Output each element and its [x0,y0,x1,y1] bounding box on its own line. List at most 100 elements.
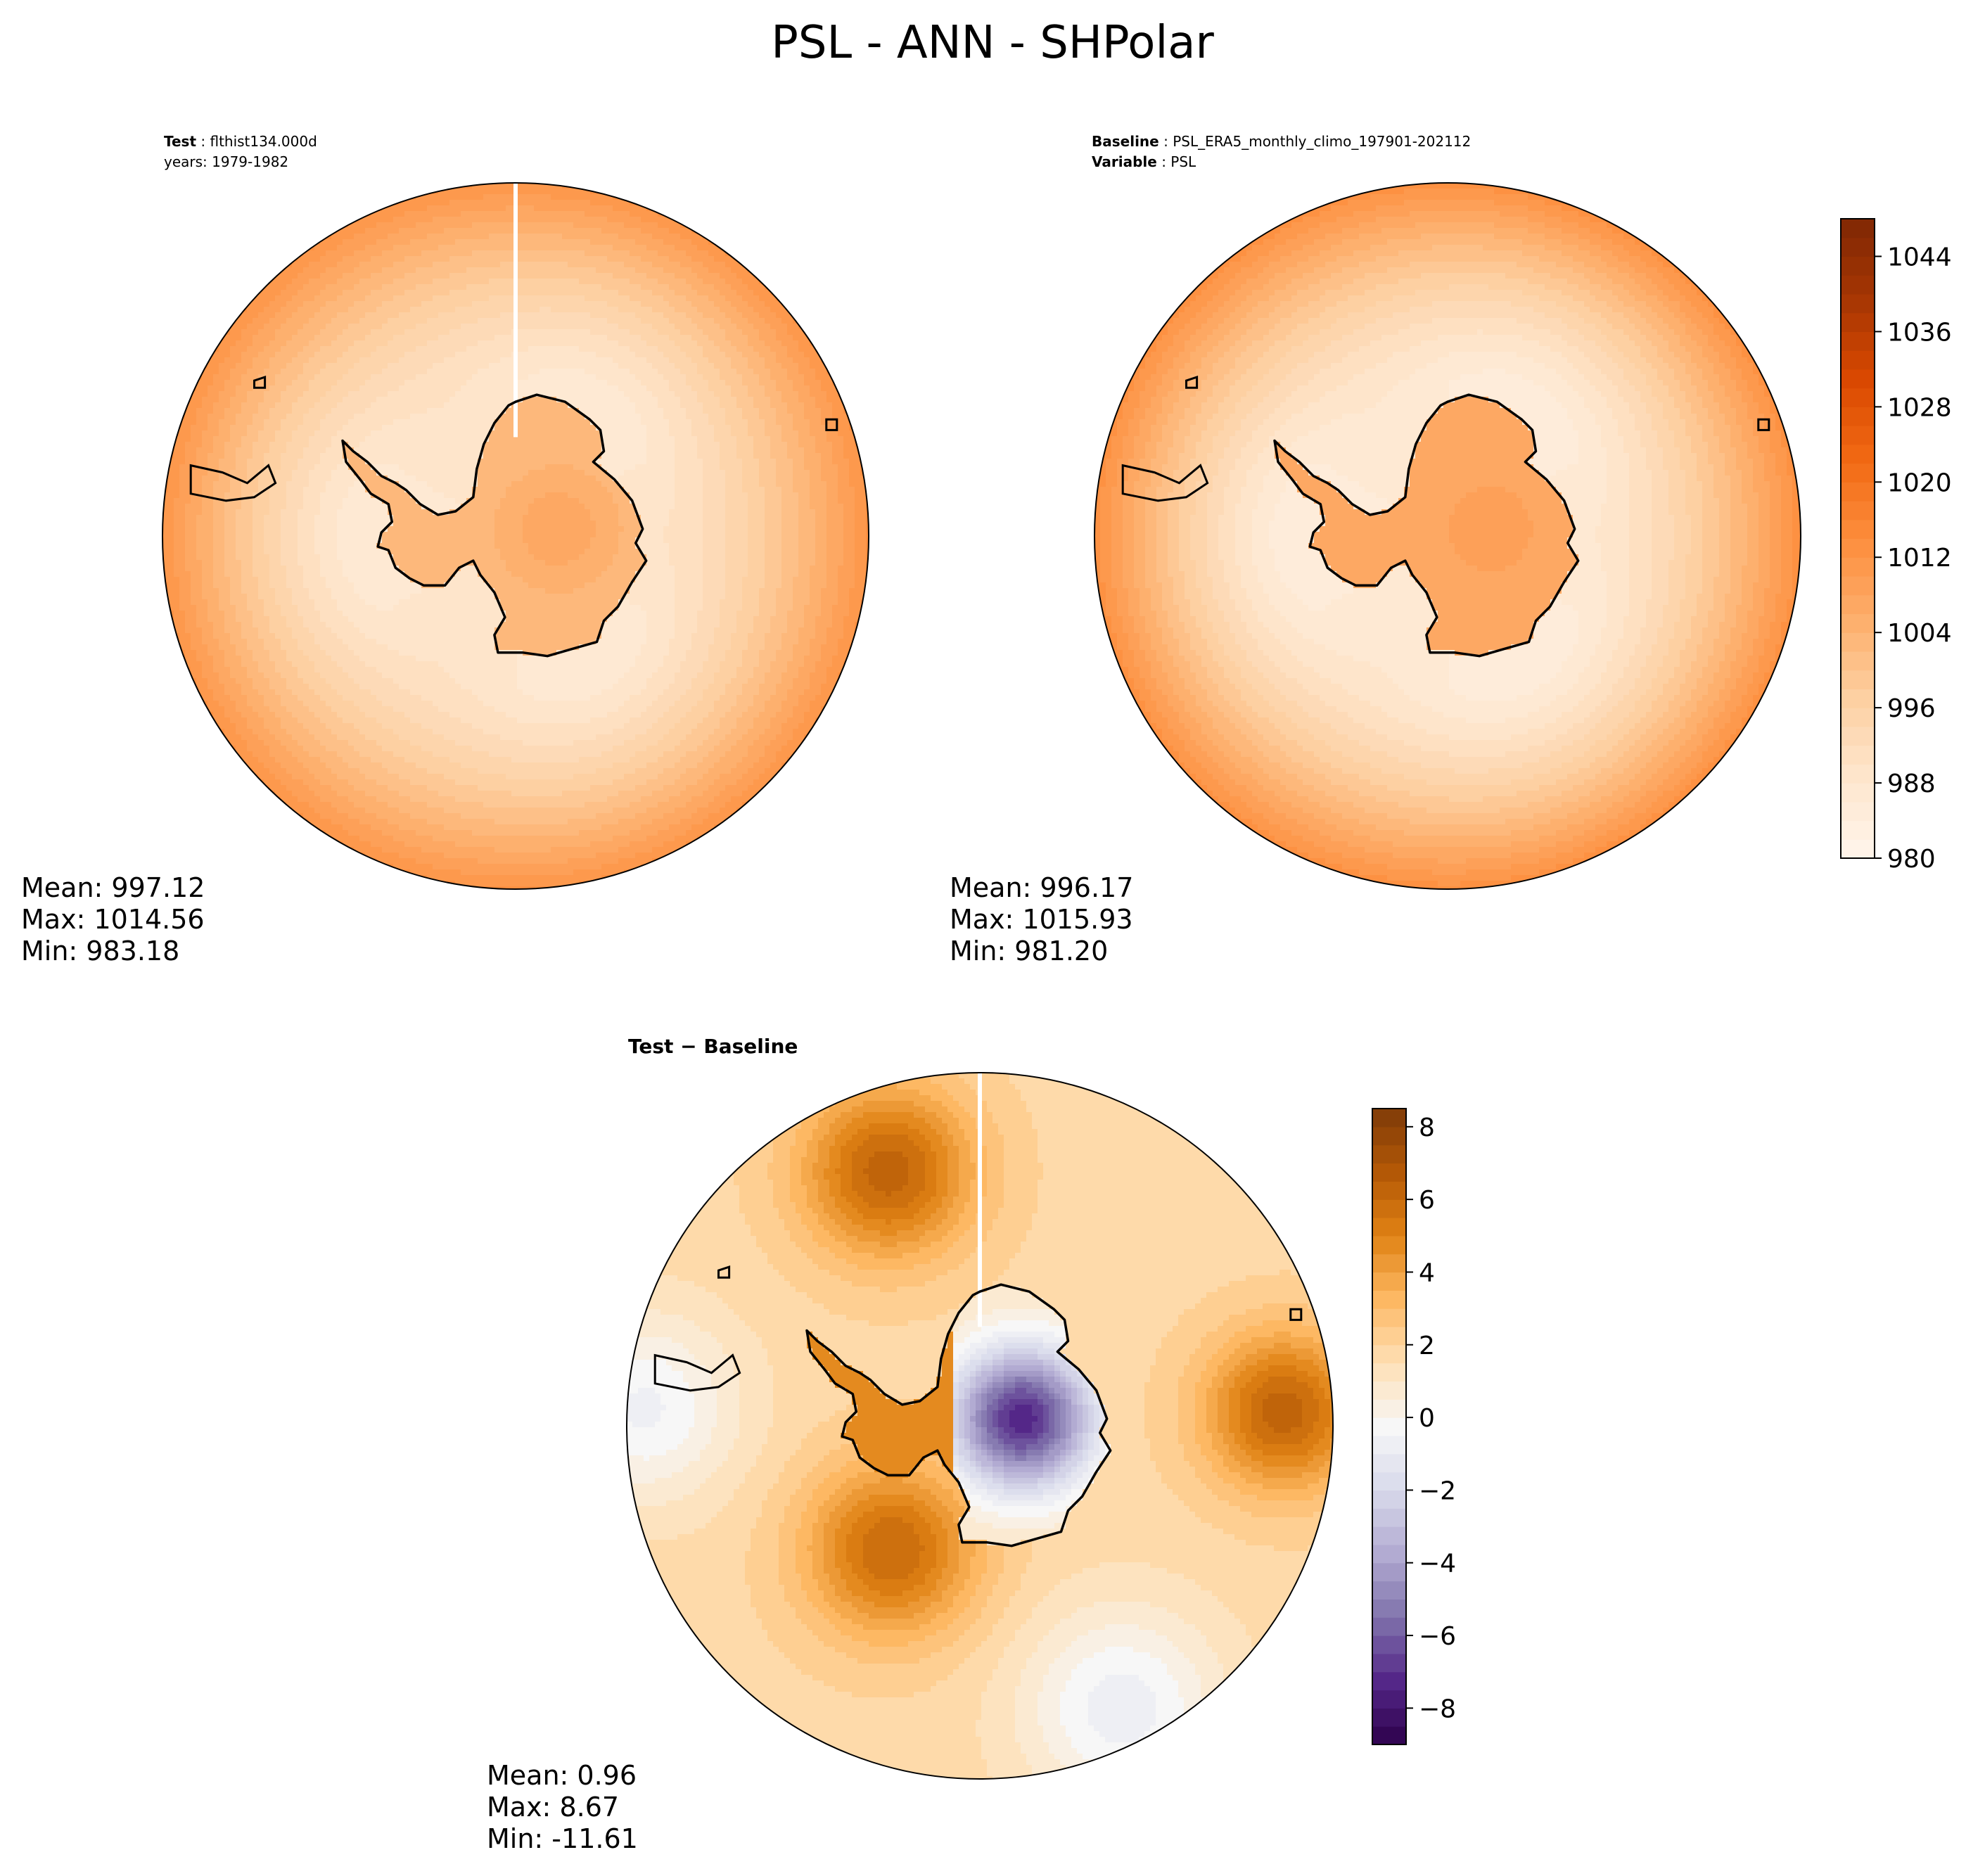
field-cell [500,357,506,364]
field-cell [849,464,855,471]
field-cell [669,470,675,476]
field-cell [680,385,687,392]
field-cell [478,470,484,476]
field-cell [427,222,433,229]
field-cell [433,250,439,257]
field-cell [517,408,523,414]
field-cell [573,262,580,268]
field-cell [219,346,225,352]
field-cell [680,245,687,251]
field-cell [506,262,512,268]
field-cell [596,318,602,324]
field-cell [427,211,433,217]
field-cell [759,397,765,403]
field-cell [382,430,388,437]
field-cell [298,380,304,386]
field-cell [523,459,529,465]
field-cell [427,200,433,206]
field-cell [331,250,338,257]
field-cell [568,380,574,386]
field-cell [449,453,456,459]
field-cell [455,279,461,285]
field-cell [613,205,619,212]
field-cell [185,459,191,465]
field-cell [596,250,602,257]
field-cell [534,295,540,302]
field-cell [449,374,456,381]
field-cell [697,340,703,347]
field-cell [359,374,366,381]
field-cell [348,312,355,319]
field-cell [731,290,737,296]
field-cell [410,419,416,426]
field-cell [410,357,416,364]
field-cell [568,239,574,245]
field-cell [466,245,473,251]
field-cell [675,340,681,347]
field-cell [646,369,653,375]
field-cell [472,262,478,268]
field-cell [748,312,754,319]
field-cell [742,312,748,319]
field-cell [781,447,788,454]
field-cell [410,385,416,392]
field-cell [742,385,748,392]
field-cell [562,447,568,454]
field-cell [753,408,760,414]
field-cell [765,307,771,313]
field-cell [433,256,439,262]
field-cell [596,217,602,223]
field-cell [725,402,732,409]
field-cell [680,430,687,437]
field-cell [219,369,225,375]
field-cell [838,430,844,437]
field-cell [466,436,473,442]
field-cell [652,374,658,381]
field-cell [506,194,512,200]
field-cell [815,414,822,420]
field-cell [545,222,551,229]
field-cell [343,402,349,409]
field-cell [680,335,687,341]
field-cell [624,397,630,403]
field-cell [337,408,343,414]
field-cell [742,464,748,471]
field-cell [658,374,664,381]
field-cell [703,425,709,431]
field-cell [298,256,304,262]
field-cell [652,380,658,386]
field-cell [534,335,540,341]
field-cell [264,419,270,426]
field-cell [641,442,647,448]
field-cell [500,312,506,319]
field-cell [421,222,428,229]
field-cell [568,312,574,319]
field-cell [596,363,602,369]
field-cell [208,425,214,431]
field-cell [410,284,416,291]
field-cell [573,267,580,274]
field-cell [202,414,208,420]
field-cell [416,301,422,307]
field-cell [753,340,760,347]
field-cell [494,340,501,347]
field-cell [168,470,174,476]
field-cell [624,256,630,262]
field-cell [416,442,422,448]
field-cell [663,442,670,448]
field-cell [433,340,439,347]
field-cell [247,459,253,465]
field-cell [208,419,214,426]
field-cell [298,340,304,347]
field-cell [613,442,619,448]
field-cell [708,312,715,319]
field-cell [298,397,304,403]
field-cell [708,262,715,268]
field-cell [635,430,642,437]
field-cell [309,335,315,341]
field-cell [427,273,433,279]
field-cell [658,217,664,223]
field-cell [652,245,658,251]
field-cell [585,419,591,426]
field-cell [253,453,259,459]
